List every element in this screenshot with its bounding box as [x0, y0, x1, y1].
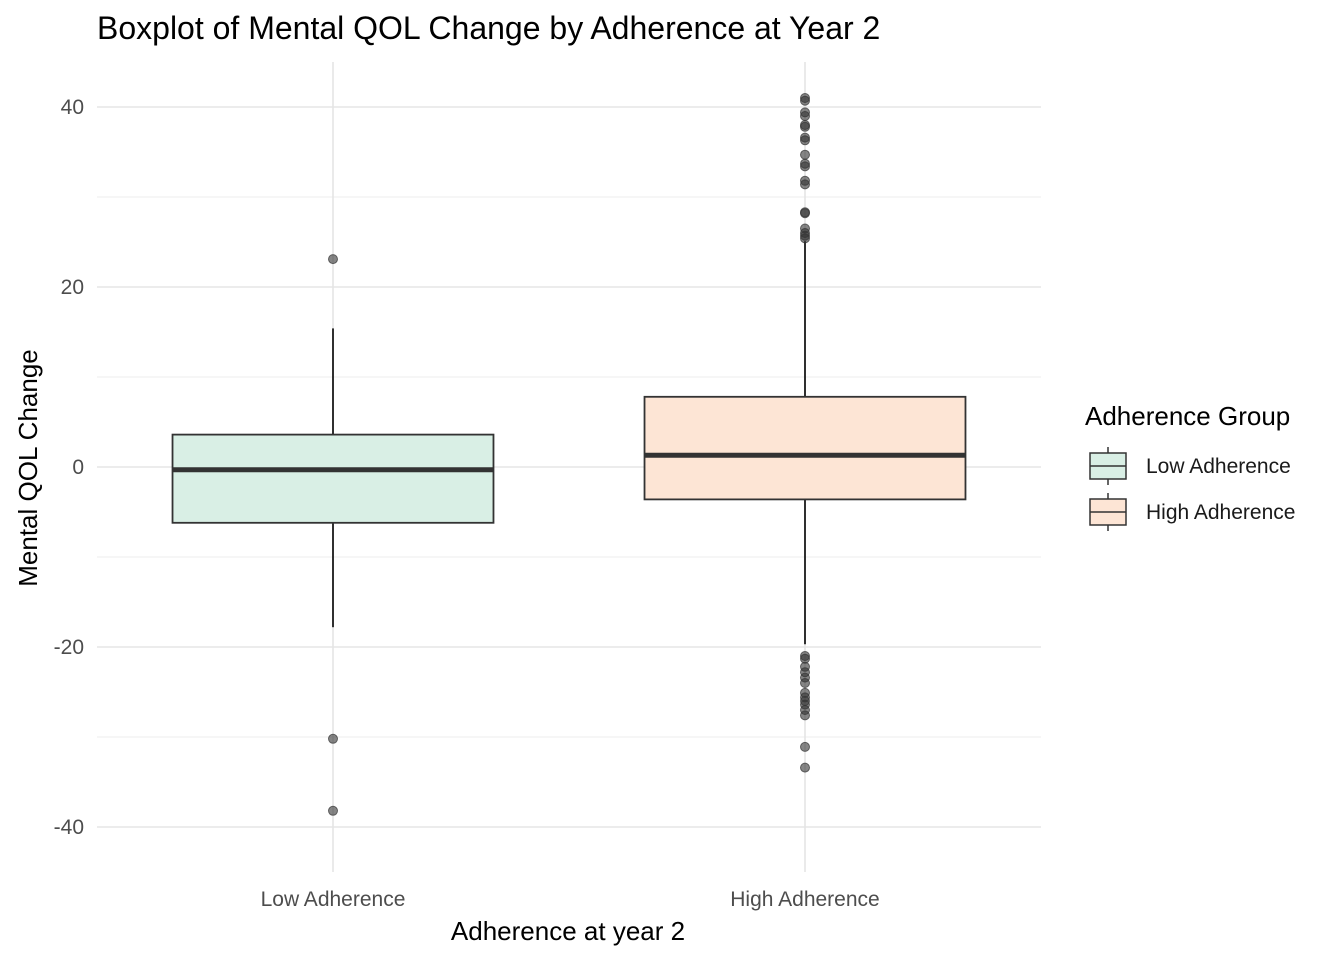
legend-item: High Adherence — [1089, 493, 1295, 531]
outlier-point — [800, 111, 810, 121]
y-tick-label: 20 — [61, 276, 84, 299]
x-tick-label: Low Adherence — [261, 888, 406, 911]
x-axis-title: Adherence at year 2 — [451, 916, 685, 946]
outlier-point — [328, 254, 338, 265]
boxes — [171, 93, 967, 816]
outlier-point — [800, 95, 810, 106]
chart-title: Boxplot of Mental QOL Change by Adherenc… — [97, 10, 881, 46]
box — [643, 395, 967, 501]
outlier-point — [800, 135, 810, 146]
legend-label: Low Adherence — [1146, 455, 1291, 478]
x-tick-label: High Adherence — [730, 888, 879, 911]
outlier-point — [328, 733, 338, 744]
box — [171, 433, 495, 524]
outlier-point — [800, 741, 810, 752]
legend-item: Low Adherence — [1089, 447, 1291, 485]
outlier-point — [800, 208, 810, 219]
outlier-point — [800, 678, 810, 688]
legend: Adherence Group Low Adherence High Adhere… — [1085, 401, 1295, 531]
outlier-point — [800, 233, 810, 244]
outlier-point — [328, 805, 338, 816]
y-tick-label: 40 — [61, 96, 84, 119]
outlier-point — [800, 161, 810, 172]
legend-label: High Adherence — [1146, 501, 1295, 524]
outlier-point — [800, 121, 810, 132]
box-group — [643, 93, 967, 773]
legend-title: Adherence Group — [1085, 401, 1290, 431]
y-tick-label: -20 — [54, 636, 84, 659]
y-axis-title: Mental QOL Change — [13, 349, 43, 587]
outlier-point — [800, 179, 810, 190]
y-axis-ticks: -40 -20 0 20 40 — [54, 96, 84, 839]
outlier-point — [800, 762, 810, 773]
box-group — [171, 254, 495, 816]
x-axis-ticks: Low Adherence High Adherence — [261, 888, 880, 911]
y-tick-label: -40 — [54, 816, 84, 839]
y-tick-label: 0 — [72, 456, 84, 479]
outlier-point — [800, 710, 810, 721]
outlier-point — [800, 149, 810, 160]
